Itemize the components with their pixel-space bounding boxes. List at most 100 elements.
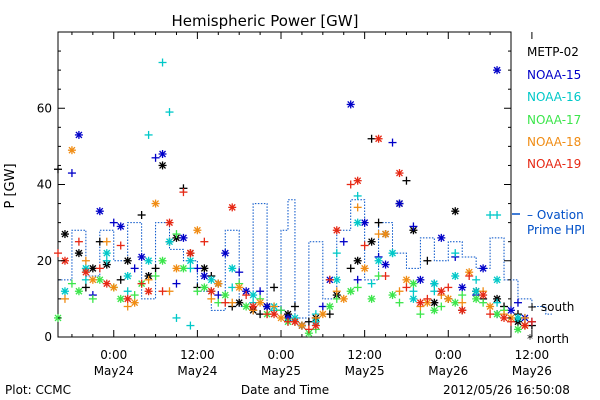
noaa-17-north-point [200,283,209,292]
noaa-15-north-point [493,66,502,75]
legend-entry-noaa-16: NOAA-16 [527,90,581,104]
noaa-19-south-point [325,275,334,284]
noaa-16-south-point [81,275,90,284]
metp-02-south-point [116,275,125,284]
noaa-17-north-point [367,294,376,303]
noaa-19-north-point [520,321,529,330]
noaa-15-north-point [437,233,446,242]
noaa-15-north-point [479,264,488,273]
noaa-16-south-point [367,279,376,288]
noaa-19-north-point [186,249,195,258]
noaa-18-south-point [228,298,237,307]
metp-02-south-point [290,302,299,311]
metp-02-south-point [346,264,355,273]
noaa-18-north-point [402,275,411,284]
noaa-16-north-point [102,249,111,258]
y-tick-label-0: 0 [44,330,52,344]
noaa-17-south-point [458,291,467,300]
metp-02-north-point [367,237,376,246]
noaa-16-south-point [186,264,195,273]
metp-02-south-point [270,283,279,292]
legend-ovation-line2: Prime HPI [527,223,585,237]
noaa-16-north-point [186,256,195,265]
noaa-16-south-point [332,249,341,258]
metp-02-south-point [325,310,334,319]
noaa-15-south-point [388,138,397,147]
noaa-19-north-point [437,287,446,296]
noaa-18-south-point [520,313,529,322]
metp-02-south-point [95,237,104,246]
noaa-19-north-point [311,321,320,330]
legend-ovation-line1: – Ovation [527,208,584,222]
noaa-17-south-point [374,272,383,280]
noaa-19-north-point [165,218,174,227]
noaa-19-north-point [395,169,404,178]
noaa-15-south-point [339,237,348,246]
noaa-19-south-point [116,241,125,250]
metp-02-north-point [451,207,460,216]
noaa-16-north-point [165,237,174,246]
noaa-19-south-point [158,287,167,296]
noaa-18-north-point [130,298,139,307]
noaa-18-north-point [444,294,453,303]
noaa-15-south-point [513,298,522,307]
metp-02-south-point [374,218,383,227]
noaa-17-south-point [277,306,286,315]
noaa-18-north-point [193,226,202,235]
noaa-18-south-point [311,313,320,322]
noaa-15-south-point [151,153,160,162]
metp-02-south-point [137,211,146,219]
metp-02-north-point [123,256,132,265]
noaa-17-south-point [151,272,160,280]
noaa-18-north-point [67,146,76,155]
noaa-16-south-point [186,321,195,330]
noaa-18-south-point [60,294,69,303]
noaa-19-south-point [283,317,292,326]
noaa-16-south-point [144,130,153,139]
x-axis-label: Date and Time [241,383,329,397]
noaa-16-north-point [513,313,522,322]
noaa-18-north-point [318,310,327,319]
noaa-15-south-point [409,222,418,231]
noaa-18-south-point [123,302,132,311]
noaa-17-south-point [395,298,404,307]
metp-02-south-point [402,176,411,185]
noaa-19-north-point [416,298,425,307]
noaa-15-south-point [67,169,76,178]
noaa-19-north-point [332,226,341,235]
noaa-15-north-point [395,199,404,208]
noaa-19-south-point [465,272,474,280]
noaa-16-south-point [493,211,502,219]
metp-02-south-point [54,165,62,174]
noaa-19-north-point [479,291,488,300]
noaa-17-south-point [214,298,223,307]
noaa-19-south-point [137,279,146,288]
x-tick-label-time-0: 0:00 [100,348,127,362]
noaa-17-north-point [409,279,418,288]
noaa-19-south-point [200,237,209,246]
y-axis-label: P [GW] [3,163,18,208]
noaa-17-north-point [451,298,460,307]
metp-02-north-point [60,230,69,239]
metp-02-south-point [423,256,432,265]
noaa-16-south-point [165,108,174,117]
chart-title: Hemispheric Power [GW] [172,12,359,30]
metp-02-north-point [353,256,362,265]
noaa-16-south-point [102,256,111,265]
metp-02-south-point [81,283,90,292]
noaa-18-north-point [277,313,286,322]
noaa-15-north-point [74,130,83,139]
noaa-18-north-point [214,279,223,288]
noaa-16-south-point [172,313,181,322]
noaa-17-north-point [242,302,251,311]
noaa-18-north-point [151,199,160,208]
noaa-19-south-point [507,317,515,326]
noaa-16-south-point [493,298,502,307]
noaa-17-north-point [325,302,334,311]
noaa-17-north-point [346,287,355,296]
x-tick-label-time-1: 12:00 [180,348,215,362]
noaa-16-south-point [123,287,132,296]
noaa-19-south-point [402,283,411,292]
noaa-16-north-point [249,291,258,300]
metp-02-north-point [158,161,167,170]
